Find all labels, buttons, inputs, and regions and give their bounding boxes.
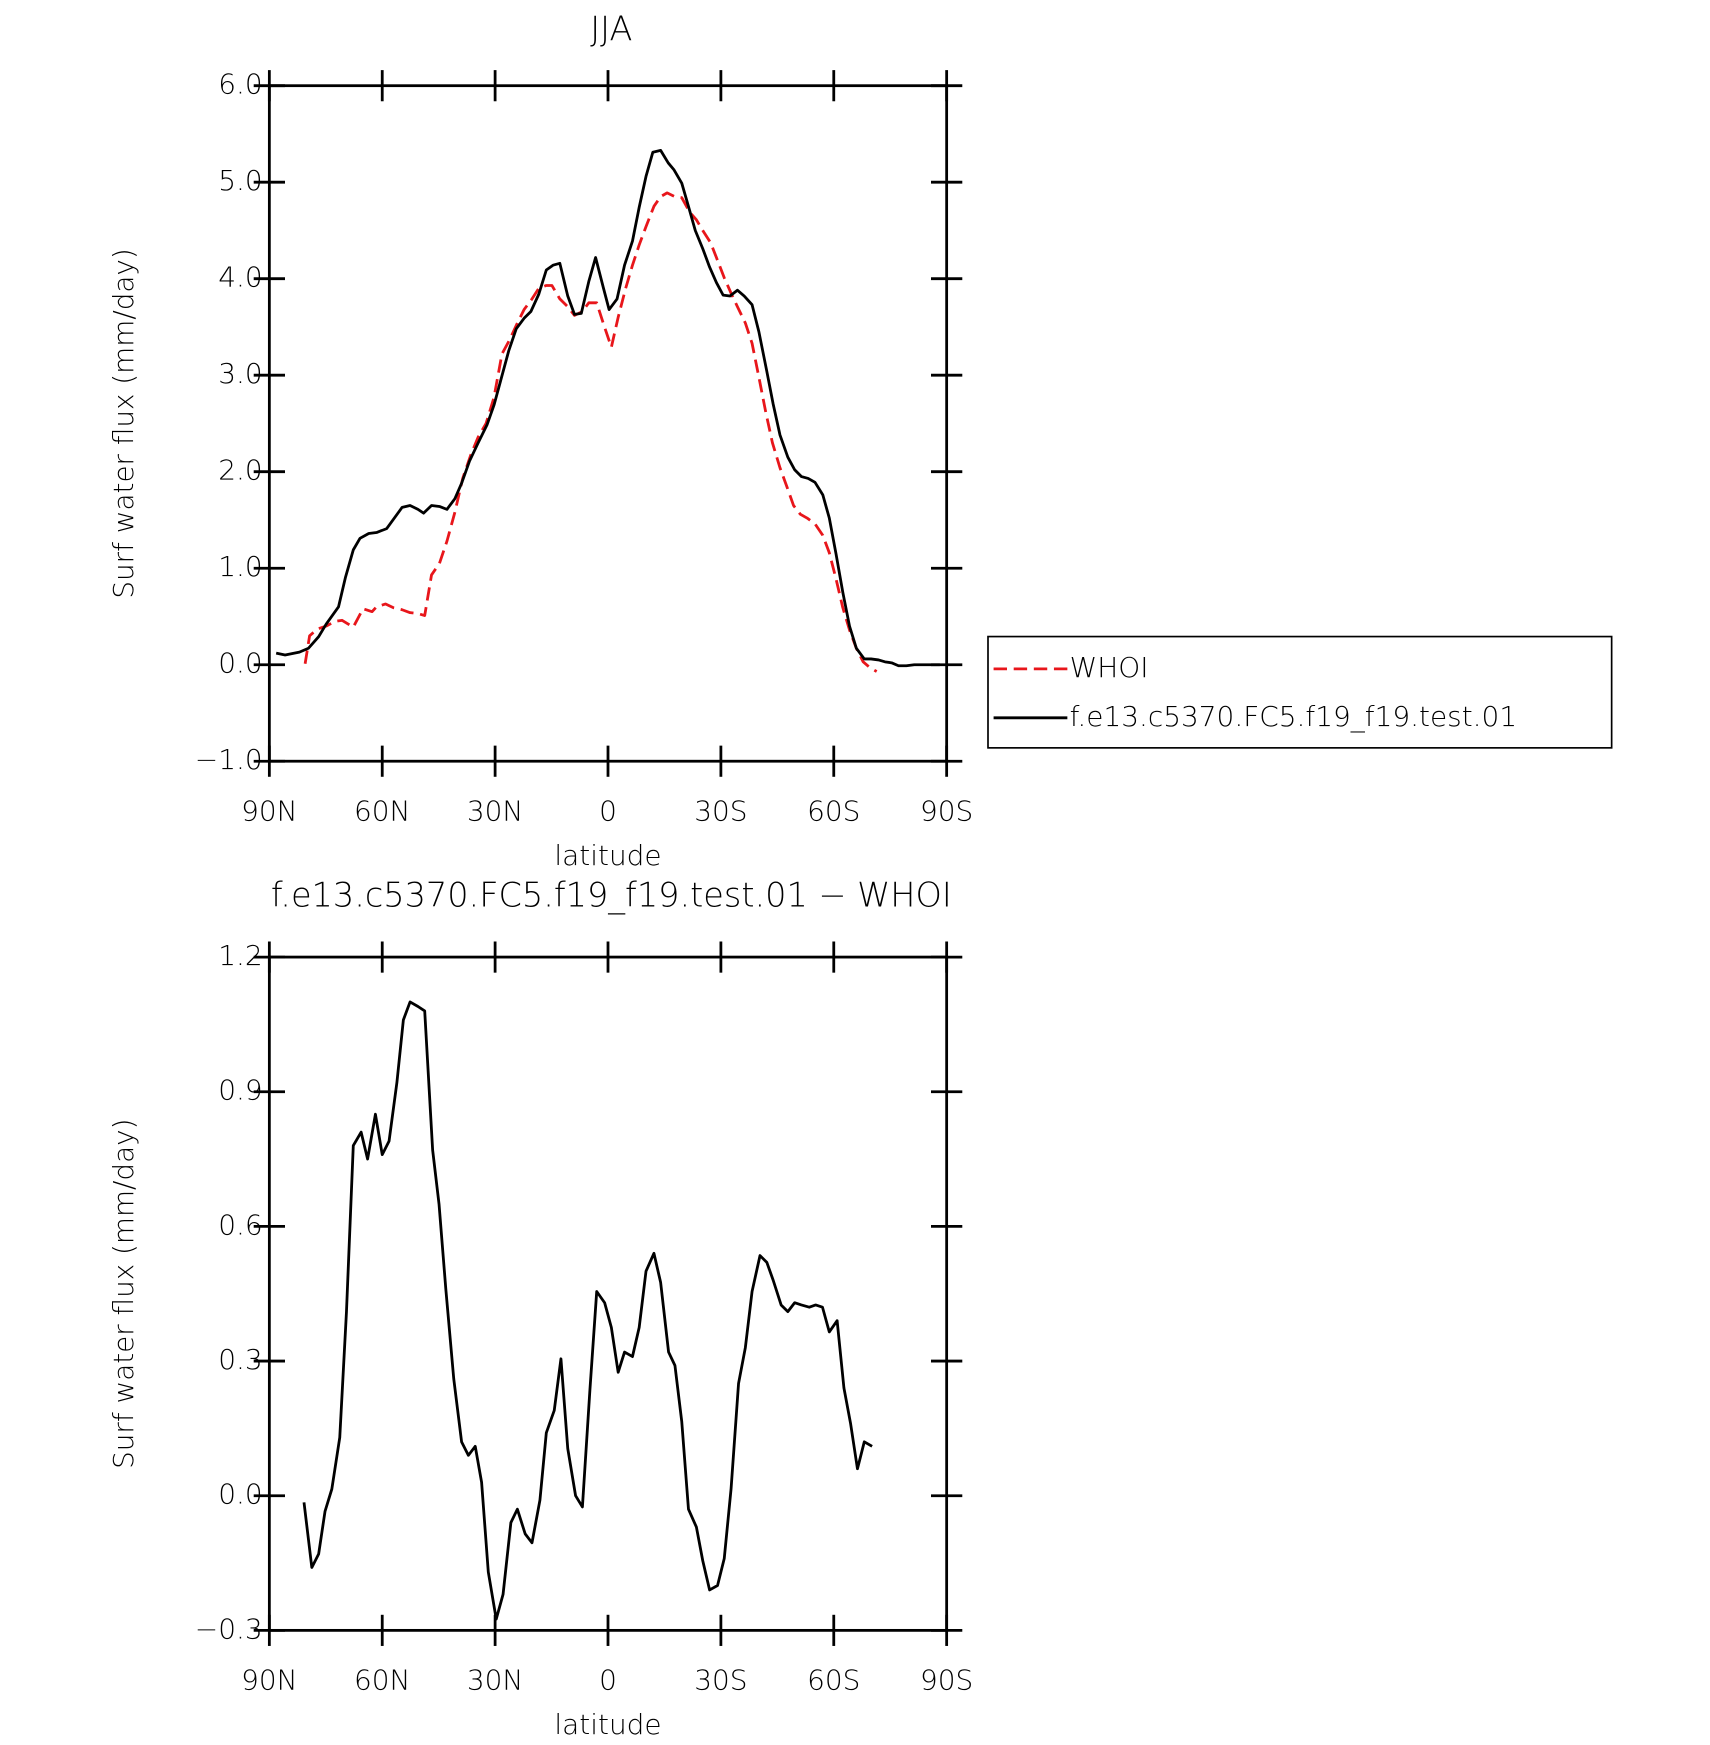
y-axis-label: Surf water flux (mm/day)	[107, 248, 140, 598]
y-axis-label: Surf water flux (mm/day)	[107, 1119, 140, 1469]
y-tick-label: 0.0	[218, 647, 262, 680]
x-tick-label: 60S	[807, 794, 860, 827]
data-line	[302, 1000, 873, 1621]
y-tick-label: 4.0	[218, 261, 262, 294]
x-tick-label: 30S	[694, 1664, 747, 1697]
plot-frame	[267, 955, 949, 1632]
y-tick-label: −1.0	[195, 743, 263, 776]
x-tick-label: 90N	[241, 1664, 297, 1697]
x-tick-label: 90N	[241, 794, 297, 827]
x-axis-label: latitude	[554, 1708, 661, 1741]
y-tick-label: 0.3	[218, 1343, 262, 1376]
plot-frame	[267, 84, 949, 763]
legend-label: WHOI	[1070, 651, 1149, 684]
x-tick-label: 90S	[920, 1664, 973, 1697]
legend-box	[987, 635, 1613, 749]
y-tick-label: 0.9	[218, 1074, 262, 1107]
y-tick-label: 0.6	[218, 1208, 262, 1241]
x-tick-label: 0	[599, 1664, 617, 1697]
y-tick-label: 1.0	[218, 550, 262, 583]
y-tick-label: 3.0	[218, 357, 262, 390]
y-tick-label: 2.0	[218, 454, 262, 487]
legend-label: f.e13.c5370.FC5.f19_f19.test.01	[1070, 700, 1518, 734]
x-tick-label: 30S	[694, 794, 747, 827]
y-tick-label: 0.0	[218, 1478, 262, 1511]
y-tick-label: 6.0	[218, 68, 262, 101]
y-tick-label: −0.3	[195, 1612, 263, 1645]
chart-title: f.e13.c5370.FC5.f19_f19.test.01 − WHOI	[271, 876, 952, 916]
x-tick-label: 30N	[467, 1664, 523, 1697]
data-line	[275, 148, 940, 668]
y-tick-label: 5.0	[218, 164, 262, 197]
x-tick-label: 90S	[920, 794, 973, 827]
x-axis-label: latitude	[554, 839, 661, 872]
chart-title: JJA	[590, 10, 632, 49]
x-tick-label: 30N	[467, 794, 523, 827]
y-tick-label: 1.2	[218, 939, 262, 972]
x-tick-label: 60N	[354, 794, 410, 827]
x-tick-label: 60N	[354, 1664, 410, 1697]
x-tick-label: 60S	[807, 1664, 860, 1697]
data-line	[303, 191, 878, 673]
x-tick-label: 0	[599, 794, 617, 827]
